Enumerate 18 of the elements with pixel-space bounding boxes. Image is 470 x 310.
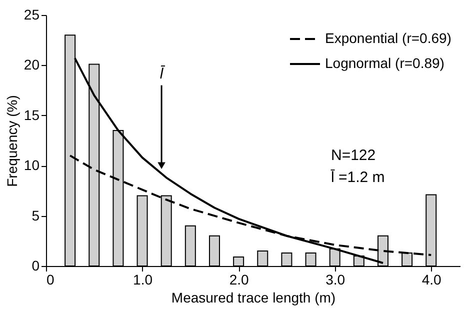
x-tick-label: 3.0 xyxy=(326,272,346,288)
annotation: l̄ =1.2 m xyxy=(330,169,385,186)
legend-label: Lognormal (r=0.89) xyxy=(325,55,444,71)
annotation: N=122 xyxy=(331,147,376,164)
y-tick-label: 25 xyxy=(24,6,40,22)
y-tick-label: 0 xyxy=(32,258,40,274)
x-tick-label: 2.0 xyxy=(229,272,249,288)
x-tick-label: 0 xyxy=(46,272,54,288)
y-tick-label: 10 xyxy=(24,157,40,174)
x-tick-label: 4.0 xyxy=(422,272,442,288)
x-tick-label: 1.0 xyxy=(133,272,153,288)
y-axis-title: Frequency (%) xyxy=(4,95,20,187)
x-axis-title: Measured trace length (m) xyxy=(171,290,336,306)
annotation: l̄ xyxy=(160,65,166,82)
legend-label: Exponential (r=0.69) xyxy=(325,30,452,46)
y-tick-label: 20 xyxy=(24,56,40,73)
y-tick-label: 15 xyxy=(24,106,40,123)
y-tick-label: 5 xyxy=(32,207,40,224)
